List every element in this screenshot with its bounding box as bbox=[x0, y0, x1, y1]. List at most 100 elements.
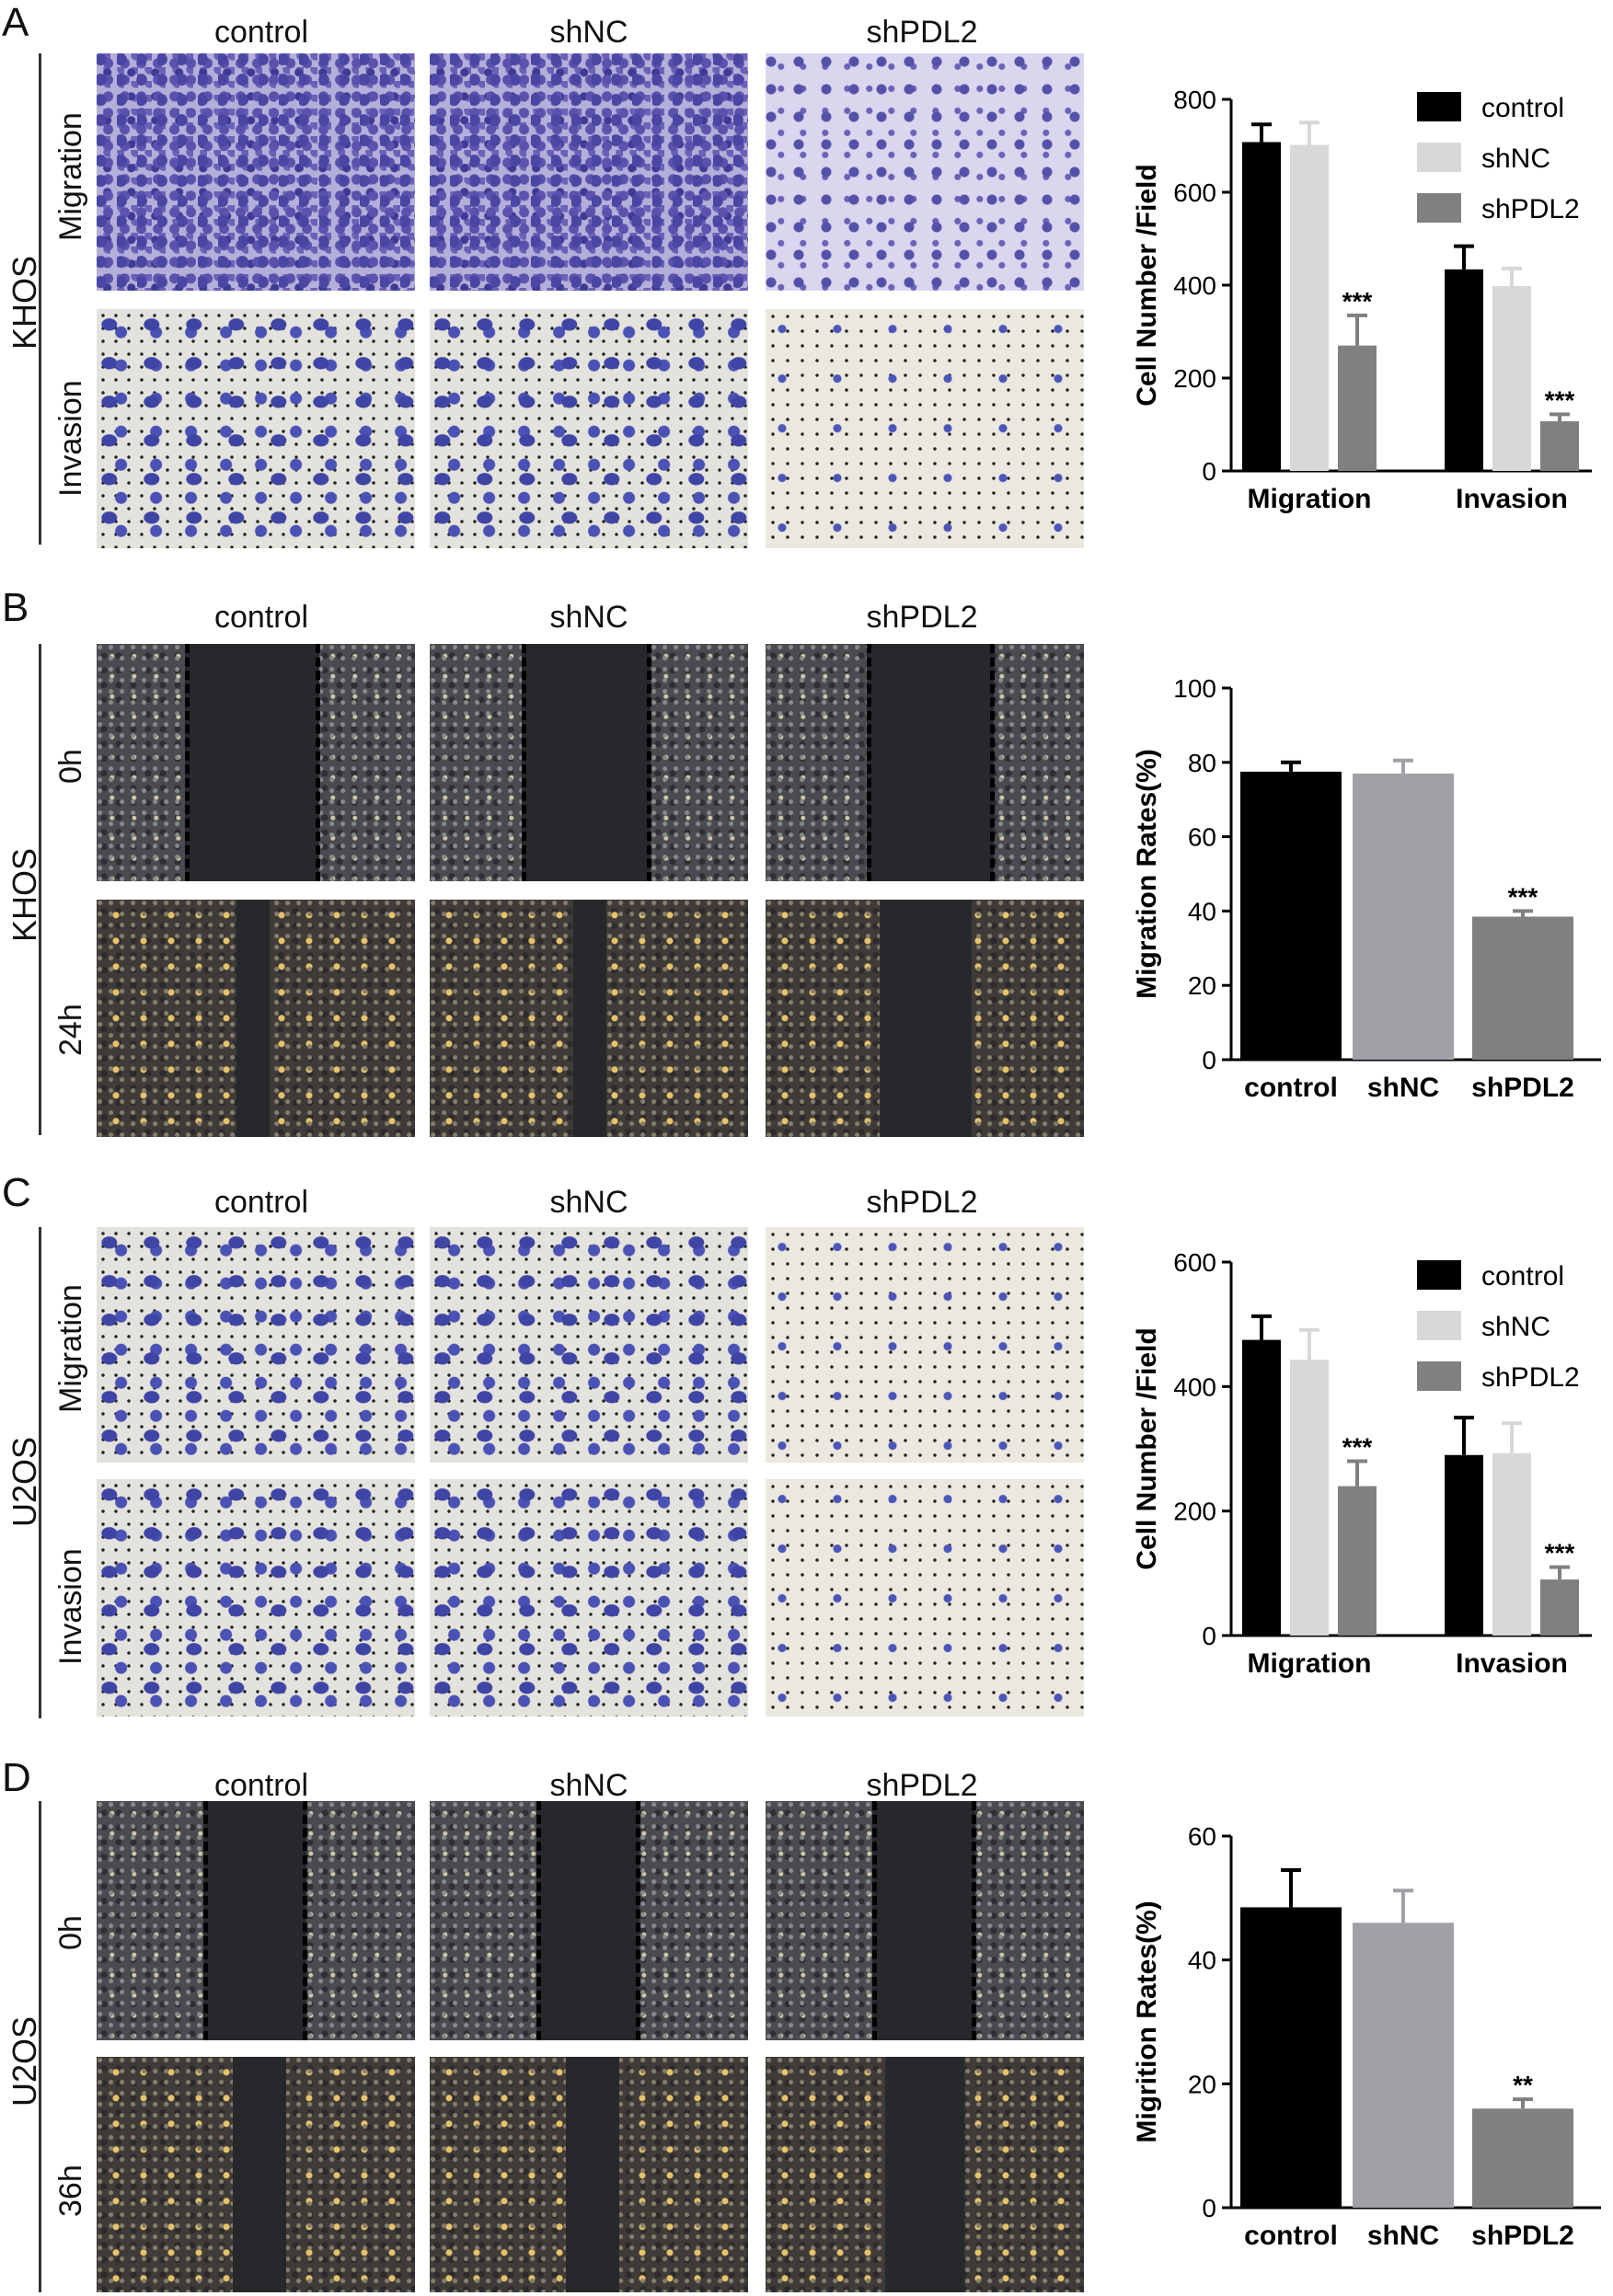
wound-image-36h-shpdl2 bbox=[766, 2057, 1084, 2292]
y-tick-label: 0 bbox=[1202, 2194, 1216, 2222]
col-header-shnc: shNC bbox=[549, 15, 628, 50]
bar bbox=[1540, 1579, 1579, 1636]
bar bbox=[1242, 142, 1281, 471]
legend-swatch bbox=[1417, 1311, 1461, 1340]
row-label: Invasion bbox=[53, 380, 88, 497]
col-header-shnc: shNC bbox=[549, 600, 628, 635]
legend-swatch bbox=[1417, 1260, 1461, 1290]
y-tick-label: 100 bbox=[1173, 674, 1216, 703]
bar bbox=[1492, 286, 1531, 471]
significance-label: *** bbox=[1342, 1433, 1373, 1462]
bar bbox=[1445, 269, 1483, 471]
legend-swatch bbox=[1417, 1361, 1461, 1391]
panel-letter-d: D bbox=[2, 1755, 31, 1800]
micrograph-invasion-shpdl2 bbox=[766, 309, 1084, 548]
y-tick-label: 200 bbox=[1173, 1498, 1216, 1526]
panel-letter-c: C bbox=[2, 1170, 31, 1215]
bar bbox=[1472, 2108, 1573, 2208]
wound-image-0h-shnc bbox=[430, 1801, 748, 2040]
legend-label: shNC bbox=[1481, 144, 1550, 174]
col-header-shpdl2: shPDL2 bbox=[866, 15, 978, 50]
micrograph-migration-shnc bbox=[430, 53, 748, 291]
wound-image-36h-control bbox=[97, 2057, 415, 2292]
wound-image-0h-control bbox=[97, 644, 415, 881]
legend-swatch bbox=[1417, 143, 1461, 172]
y-tick-label: 400 bbox=[1173, 271, 1216, 300]
panel-letter-a: A bbox=[2, 0, 29, 45]
micrograph-migration-control bbox=[97, 1227, 415, 1463]
wound-image-24h-control bbox=[97, 900, 415, 1137]
x-category-label: shNC bbox=[1367, 2221, 1439, 2251]
row-separator-line bbox=[39, 644, 41, 1135]
row-label: 36h bbox=[53, 2164, 88, 2217]
row-label: 0h bbox=[53, 1915, 88, 1950]
y-tick-label: 40 bbox=[1188, 897, 1216, 925]
bar bbox=[1540, 420, 1579, 471]
bar bbox=[1472, 916, 1573, 1060]
y-tick-label: 400 bbox=[1173, 1372, 1216, 1401]
legend-swatch bbox=[1417, 92, 1461, 121]
row-label: Invasion bbox=[53, 1548, 88, 1665]
row-label: Migration bbox=[53, 112, 88, 241]
bar bbox=[1338, 345, 1377, 471]
wound-image-24h-shpdl2 bbox=[766, 900, 1084, 1137]
bar bbox=[1338, 1486, 1377, 1636]
y-tick-label: 20 bbox=[1188, 971, 1216, 1000]
bar-chart-b: 0 20 40 60 80 100 Migration Rates(%) control shN… bbox=[1132, 674, 1601, 1103]
micrograph-invasion-control bbox=[97, 1479, 415, 1716]
row-label: Migration bbox=[53, 1284, 88, 1413]
bar bbox=[1492, 1452, 1531, 1636]
wound-image-36h-shnc bbox=[430, 2057, 748, 2292]
wound-image-0h-shnc bbox=[430, 644, 748, 881]
x-category-label: Invasion bbox=[1456, 484, 1568, 514]
y-tick-label: 20 bbox=[1188, 2070, 1216, 2098]
x-category-label: Migration bbox=[1248, 1648, 1372, 1679]
x-category-label: shPDL2 bbox=[1471, 1073, 1574, 1103]
y-axis-title: Migrition Rates(%) bbox=[1132, 1900, 1162, 2142]
micrograph-migration-shpdl2 bbox=[766, 1227, 1084, 1463]
bar-chart-c: 0 200 400 600 Cell Number /Field *** Migration… bbox=[1132, 1248, 1592, 1679]
y-tick-label: 60 bbox=[1188, 823, 1216, 852]
x-category-label: control bbox=[1244, 1073, 1338, 1103]
legend-label: shPDL2 bbox=[1481, 194, 1580, 224]
col-header-control: control bbox=[213, 15, 309, 50]
col-header-shpdl2: shPDL2 bbox=[866, 1185, 978, 1220]
bar bbox=[1353, 773, 1454, 1060]
y-axis-title: Cell Number /Field bbox=[1132, 164, 1162, 406]
bar bbox=[1290, 1360, 1329, 1636]
wound-image-0h-shpdl2 bbox=[766, 1801, 1084, 2040]
legend-label: control bbox=[1481, 1261, 1564, 1292]
bar bbox=[1290, 144, 1329, 471]
col-header-shpdl2: shPDL2 bbox=[866, 1768, 978, 1803]
bar bbox=[1240, 1907, 1342, 2208]
y-tick-label: 60 bbox=[1188, 1822, 1216, 1851]
x-category-label: Invasion bbox=[1456, 1648, 1568, 1679]
y-tick-label: 0 bbox=[1202, 1622, 1216, 1650]
y-axis-title: Migration Rates(%) bbox=[1132, 749, 1162, 999]
y-tick-label: 600 bbox=[1173, 1248, 1216, 1277]
panel-letter-b: B bbox=[2, 585, 29, 630]
micrograph-migration-control bbox=[97, 53, 415, 291]
bar bbox=[1445, 1454, 1483, 1636]
legend-label: control bbox=[1481, 93, 1564, 123]
y-tick-label: 0 bbox=[1202, 1046, 1216, 1074]
row-label: 24h bbox=[53, 1004, 88, 1056]
wound-image-24h-shnc bbox=[430, 900, 748, 1137]
row-separator-line bbox=[39, 53, 41, 545]
x-category-label: control bbox=[1244, 2221, 1338, 2251]
y-tick-label: 800 bbox=[1173, 86, 1216, 114]
y-tick-label: 600 bbox=[1173, 178, 1216, 207]
legend-label: shPDL2 bbox=[1481, 1362, 1580, 1393]
legend-swatch bbox=[1417, 193, 1461, 223]
col-header-shpdl2: shPDL2 bbox=[866, 600, 978, 635]
wound-image-0h-shpdl2 bbox=[766, 644, 1084, 881]
y-tick-label: 80 bbox=[1188, 749, 1216, 777]
bar-chart-d: 0 20 40 60 Migrition Rates(%) control shNC ** sh… bbox=[1132, 1822, 1601, 2251]
row-separator-line bbox=[39, 1227, 41, 1718]
x-category-label: Migration bbox=[1248, 484, 1372, 514]
significance-label: *** bbox=[1545, 1539, 1575, 1567]
col-header-control: control bbox=[213, 1185, 309, 1220]
bar bbox=[1353, 1923, 1454, 2208]
significance-label: *** bbox=[1342, 287, 1373, 316]
significance-label: ** bbox=[1513, 2071, 1533, 2099]
